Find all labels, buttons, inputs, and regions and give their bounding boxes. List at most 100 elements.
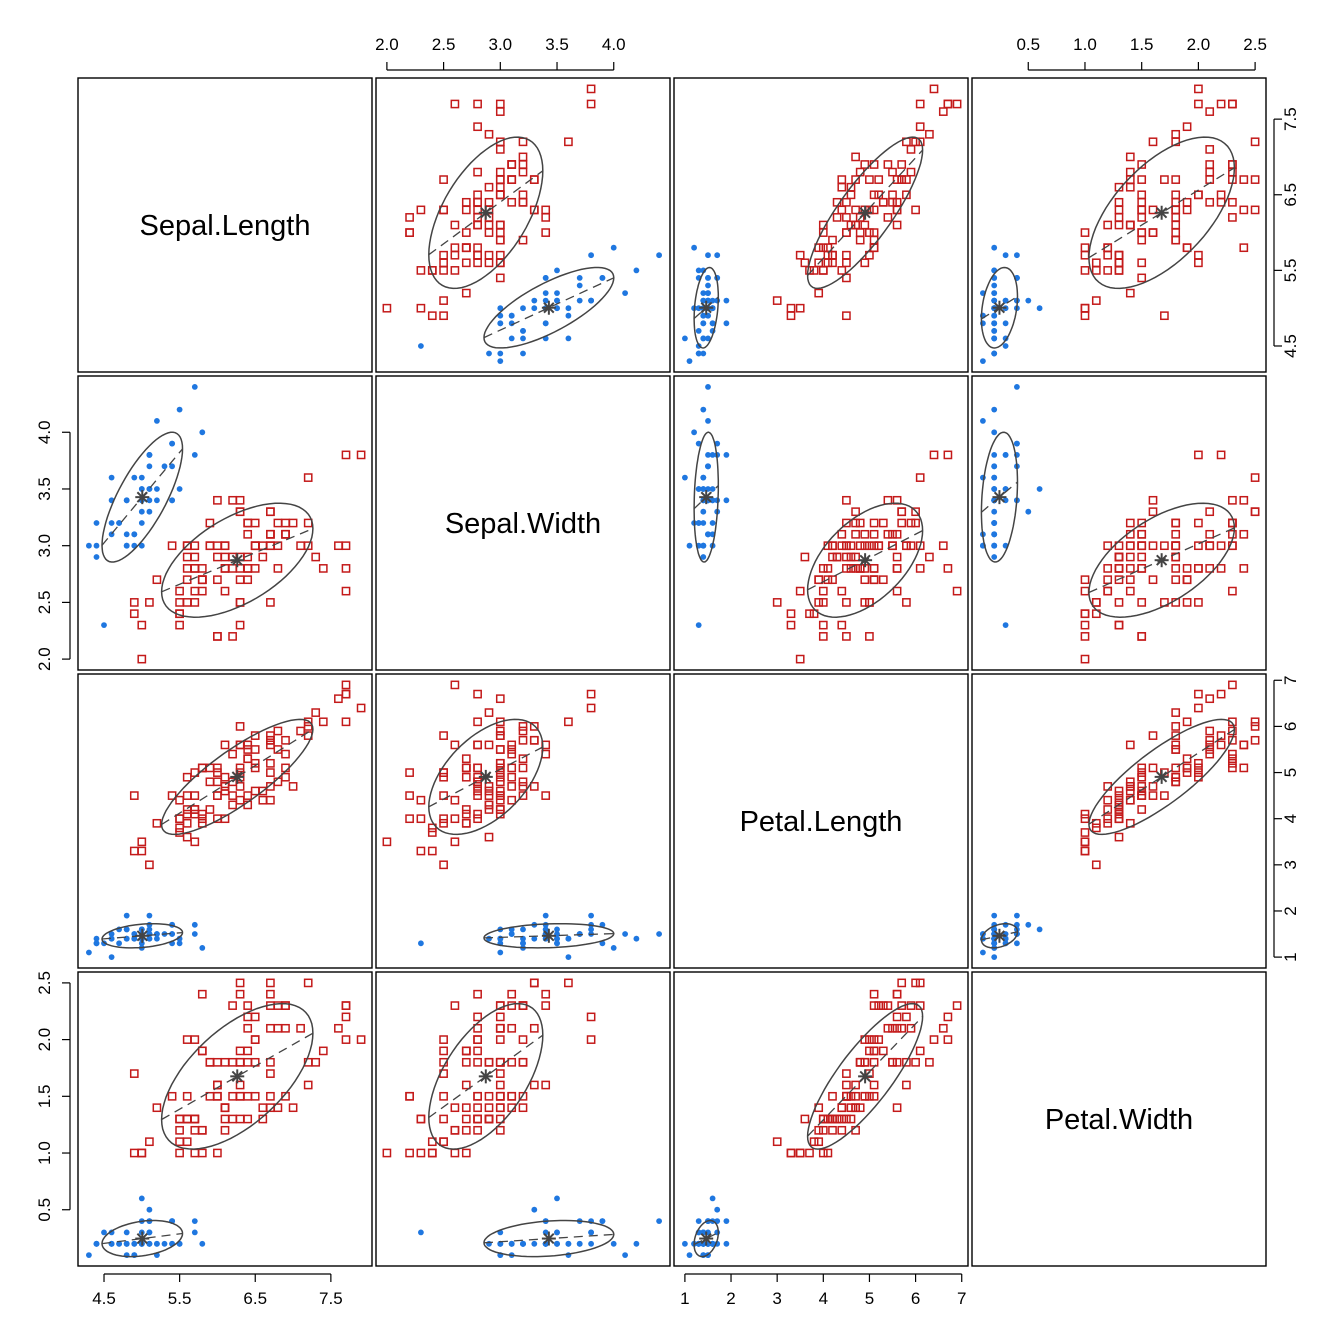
data-point xyxy=(1148,791,1158,800)
x-axis-bottom-petal-length: 1 2 3 4 5 6 7 xyxy=(680,1273,966,1308)
data-point xyxy=(554,940,560,947)
data-point xyxy=(1125,586,1135,596)
data-point xyxy=(495,250,505,260)
tick-label: 6.5 xyxy=(243,1289,267,1308)
data-point xyxy=(1137,235,1147,245)
data-point xyxy=(541,213,551,222)
data-point xyxy=(473,717,482,727)
data-point xyxy=(700,508,707,515)
data-point xyxy=(250,745,260,754)
data-point xyxy=(892,564,902,573)
panel-sepal-width-vs-sepal-length xyxy=(77,375,373,671)
data-point xyxy=(897,507,907,517)
data-point xyxy=(518,722,528,731)
data-point xyxy=(991,452,998,458)
data-point xyxy=(1171,541,1181,551)
data-point xyxy=(818,632,828,641)
data-point xyxy=(101,622,107,628)
data-point xyxy=(518,1035,528,1044)
data-point xyxy=(1182,564,1192,573)
data-point xyxy=(146,497,153,504)
data-point xyxy=(495,777,505,787)
data-point xyxy=(495,235,505,245)
data-point xyxy=(473,791,482,800)
data-point xyxy=(832,552,842,562)
data-point xyxy=(586,1035,596,1044)
data-point xyxy=(190,791,200,800)
data-point xyxy=(288,518,298,528)
data-point xyxy=(228,1114,237,1124)
data-point xyxy=(473,1035,482,1044)
tick-label: 6 xyxy=(911,1289,920,1308)
data-point xyxy=(786,303,796,313)
data-point xyxy=(473,99,482,109)
regression-line xyxy=(483,277,615,339)
data-point xyxy=(860,160,870,169)
data-point xyxy=(235,795,245,805)
data-point xyxy=(243,740,253,750)
data-point xyxy=(1137,541,1147,551)
data-point xyxy=(851,552,860,562)
data-point xyxy=(892,1103,902,1113)
group-0-points xyxy=(980,912,1043,960)
data-point xyxy=(439,1114,448,1124)
panel-frame xyxy=(375,971,671,1267)
data-point xyxy=(416,303,426,313)
data-point xyxy=(554,290,560,296)
data-point xyxy=(1148,137,1158,147)
data-point xyxy=(123,542,130,549)
data-point xyxy=(586,99,596,109)
data-point xyxy=(915,473,925,482)
data-point xyxy=(929,450,939,460)
regression-line xyxy=(693,1232,719,1246)
data-point xyxy=(795,654,805,664)
data-point xyxy=(565,1240,572,1247)
data-point xyxy=(809,266,819,275)
data-point xyxy=(461,763,471,773)
data-point xyxy=(705,275,711,281)
data-point xyxy=(484,708,494,717)
data-point xyxy=(888,167,897,177)
data-point xyxy=(250,518,260,528)
data-point xyxy=(915,1001,925,1010)
data-point xyxy=(842,1091,851,1101)
data-point xyxy=(1137,791,1147,800)
group-0-points xyxy=(682,384,730,628)
data-point xyxy=(622,290,628,296)
data-point xyxy=(1091,823,1101,833)
data-point xyxy=(318,564,328,573)
data-point xyxy=(1137,529,1147,539)
data-point xyxy=(439,860,448,870)
data-point xyxy=(869,1046,879,1056)
data-point xyxy=(427,1148,437,1158)
data-point xyxy=(213,1057,222,1067)
data-point xyxy=(800,552,810,562)
data-point xyxy=(243,754,253,764)
centroid-marker xyxy=(478,769,493,784)
data-point xyxy=(131,531,138,538)
data-point xyxy=(213,632,222,641)
data-point xyxy=(541,791,551,800)
data-point xyxy=(486,350,492,357)
data-point xyxy=(1205,541,1215,551)
data-point xyxy=(484,782,494,791)
data-point xyxy=(235,1091,245,1101)
data-point xyxy=(897,507,907,517)
data-point xyxy=(633,267,640,274)
data-point xyxy=(318,717,328,727)
data-point xyxy=(484,182,494,192)
data-point xyxy=(518,1057,528,1067)
diagonal-label: Petal.Length xyxy=(740,806,903,838)
data-point xyxy=(860,1057,870,1067)
data-point xyxy=(991,912,998,919)
panel-sepal-width-vs-sepal-width: Sepal.Width xyxy=(375,375,671,671)
y-axis-right-sepal-length: 4.5 5.5 6.5 7.5 xyxy=(1273,107,1300,358)
data-point xyxy=(1125,575,1135,585)
panel-petal-length-vs-sepal-length xyxy=(77,673,373,969)
data-point xyxy=(266,529,275,539)
centroid-marker xyxy=(1154,769,1169,784)
data-point xyxy=(943,99,953,109)
data-point xyxy=(1103,266,1113,275)
data-point xyxy=(1239,740,1249,750)
data-point xyxy=(1114,552,1124,562)
